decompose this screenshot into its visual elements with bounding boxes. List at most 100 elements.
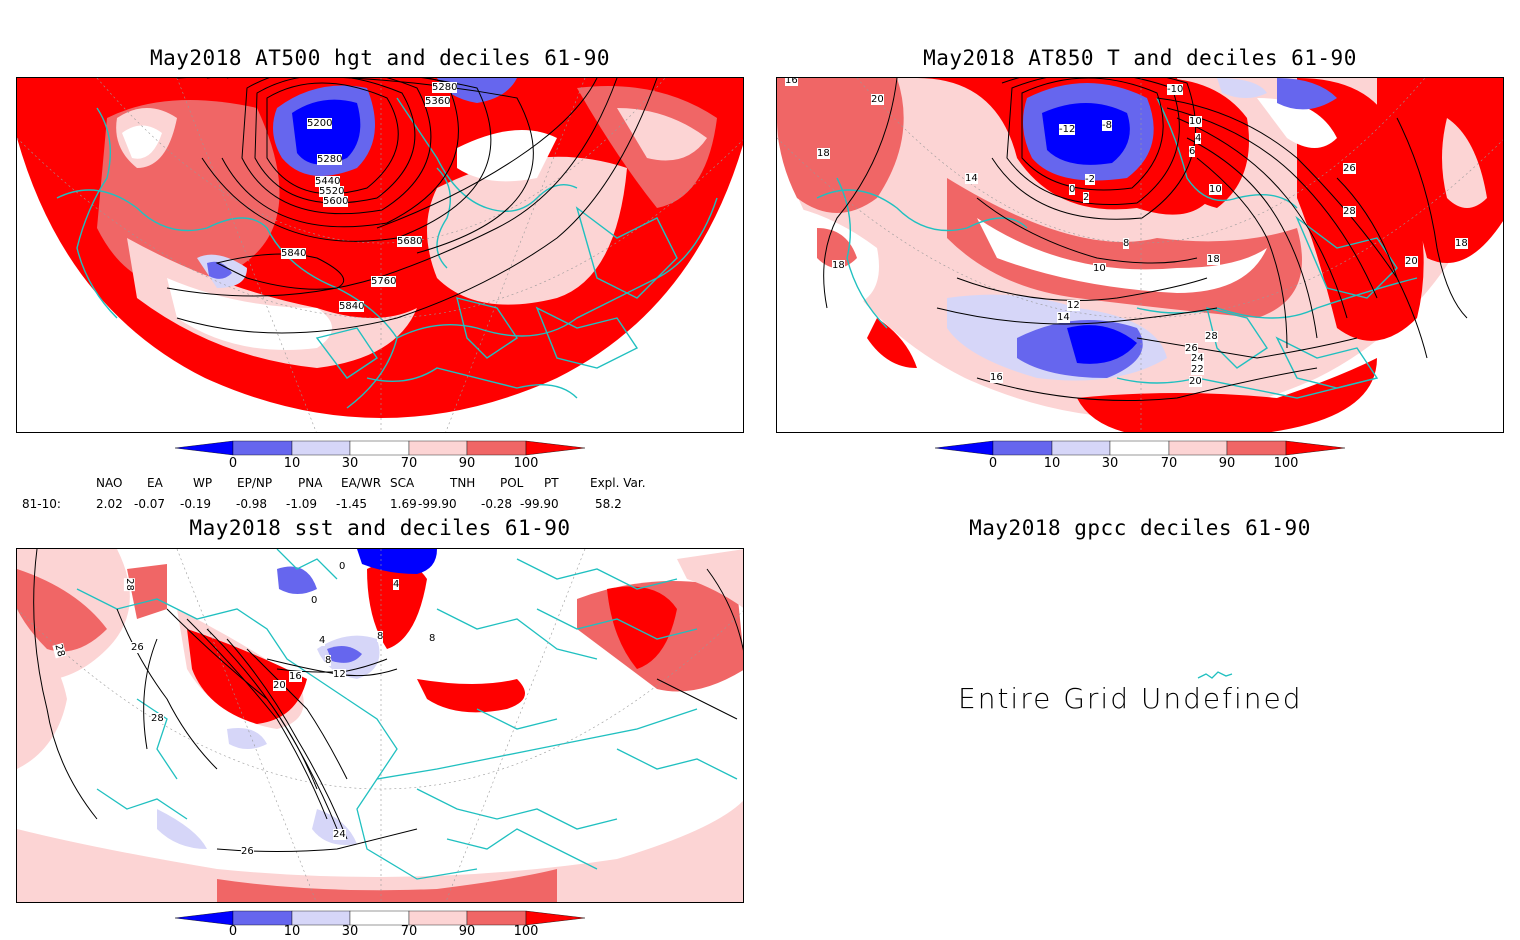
- index-header: EA: [147, 476, 163, 490]
- colorbar-label: 0: [988, 456, 998, 471]
- colorbar-swatch: [232, 440, 293, 456]
- contour-label: 10: [1093, 263, 1106, 274]
- colorbar-label: 100: [1273, 456, 1299, 471]
- contour-label: 5520: [319, 186, 345, 197]
- colorbar-swatch: [349, 440, 410, 456]
- index-value: -0.19: [180, 497, 212, 511]
- contour-label: 5200: [307, 118, 333, 129]
- contour-label: 22: [1191, 364, 1204, 375]
- colorbar-swatch: [1226, 440, 1287, 456]
- colorbar-label: 90: [1218, 456, 1236, 471]
- contour-label: 28: [123, 578, 135, 591]
- contour-label: 20: [273, 680, 286, 691]
- colorbar-swatch: [1109, 440, 1170, 456]
- contour-label: 26: [1343, 163, 1356, 174]
- contour-label: -8: [1102, 120, 1112, 131]
- index-value: -0.28: [481, 497, 513, 511]
- colorbar-label: 30: [341, 456, 359, 471]
- contour-label: 26: [1185, 343, 1198, 354]
- index-value: -1.09: [286, 497, 318, 511]
- map-sst: [17, 549, 743, 902]
- contour-label: 18: [832, 260, 845, 271]
- colorbar-swatch: [934, 440, 994, 456]
- contour-label: 10: [1209, 184, 1222, 195]
- contour-label: 24: [1191, 353, 1204, 364]
- index-header: POL: [500, 476, 524, 490]
- colorbar-swatch: [1285, 440, 1346, 456]
- contour-label: -10: [1167, 84, 1184, 95]
- colorbar-swatches: [174, 910, 586, 926]
- contour-label: 28: [1205, 331, 1218, 342]
- contour-label: 18: [1455, 238, 1468, 249]
- index-value: -1.45: [336, 497, 368, 511]
- contour-label: 24: [333, 829, 346, 840]
- contour-label: 14: [965, 173, 978, 184]
- panel-title-at500: May2018 AT500 hgt and deciles 61-90: [149, 46, 610, 70]
- colorbar-label: 100: [513, 456, 539, 471]
- contour-label: 28: [151, 713, 164, 724]
- contour-label: 20: [1189, 376, 1202, 387]
- index-value: -0.07: [134, 497, 166, 511]
- index-header: SCA: [390, 476, 415, 490]
- contour-label: 5680: [397, 236, 423, 247]
- index-header: EP/NP: [237, 476, 273, 490]
- index-value: -99.90: [520, 497, 559, 511]
- contour-label: 18: [817, 148, 830, 159]
- contour-label: 8: [377, 631, 384, 642]
- index-header: PT: [544, 476, 559, 490]
- colorbar-label: 10: [283, 456, 301, 471]
- contour-label: 5360: [425, 96, 451, 107]
- colorbar-swatch: [291, 910, 351, 926]
- contour-label: 2: [1083, 192, 1090, 203]
- contour-label: 8: [325, 655, 332, 666]
- colorbar-label: 0: [228, 456, 238, 471]
- colorbar-label: 30: [1101, 456, 1119, 471]
- colorbar-at500: 0 10 30 70 90 100: [174, 440, 586, 480]
- colorbar-label: 70: [400, 456, 418, 471]
- index-value: -0.98: [236, 497, 268, 511]
- colorbar-sst: 0 10 30 70 90 100: [174, 910, 586, 940]
- colorbar-swatch: [349, 910, 410, 926]
- colorbar-swatches: [174, 440, 586, 456]
- colorbar-swatch: [992, 440, 1053, 456]
- contour-label: 16: [289, 671, 302, 682]
- index-header: WP: [193, 476, 213, 490]
- panel-title-gpcc: May2018 gpcc deciles 61-90: [969, 516, 1311, 540]
- map-panel-at850: 16 18 20 14 18 -10 -12 -8 -2 0 2 4 6 8 1…: [776, 77, 1504, 433]
- contour-label: 20: [1405, 256, 1418, 267]
- contour-label: 5600: [323, 196, 349, 207]
- index-header: Expl. Var.: [590, 476, 646, 490]
- colorbar-label: 70: [1160, 456, 1178, 471]
- contour-label: 6: [1189, 146, 1196, 157]
- contour-label: 4: [319, 635, 326, 646]
- colorbar-swatch: [174, 910, 234, 926]
- colorbar-swatches: [934, 440, 1346, 456]
- index-row-label: 81-10:: [22, 497, 61, 511]
- index-header: PNA: [298, 476, 323, 490]
- contour-label: 16: [785, 77, 798, 86]
- undefined-grid-message: Entire Grid Undefined: [958, 682, 1303, 715]
- index-value: 2.02: [96, 497, 123, 511]
- contour-label: 5840: [281, 248, 307, 259]
- contour-label: 12: [1067, 300, 1080, 311]
- contour-label: 5280: [317, 154, 343, 165]
- contour-label: 10: [1189, 116, 1202, 127]
- contour-label: 0: [339, 561, 346, 572]
- index-value: 58.2: [595, 497, 622, 511]
- index-value: -99.90: [418, 497, 457, 511]
- colorbar-swatch: [1168, 440, 1228, 456]
- index-value: 1.69: [390, 497, 417, 511]
- map-panel-at500: 5280 5360 5200 5280 5440 5520 5600 5680 …: [16, 77, 744, 433]
- map-at850: [777, 78, 1503, 432]
- contour-label: -12: [1059, 124, 1076, 135]
- contour-label: 26: [241, 846, 254, 857]
- index-header: NAO: [96, 476, 123, 490]
- panel-title-at850: May2018 AT850 T and deciles 61-90: [923, 46, 1357, 70]
- colorbar-swatch: [525, 910, 586, 926]
- contour-label: 18: [1207, 254, 1220, 265]
- map-panel-sst: 28 28 26 28 0 0 4 8 4 8 12 16 20 24 26 8: [16, 548, 744, 903]
- contour-label: 5280: [432, 82, 458, 93]
- colorbar-label: 30: [341, 924, 359, 939]
- contour-label: 5440: [315, 176, 341, 187]
- colorbar-swatch: [174, 440, 234, 456]
